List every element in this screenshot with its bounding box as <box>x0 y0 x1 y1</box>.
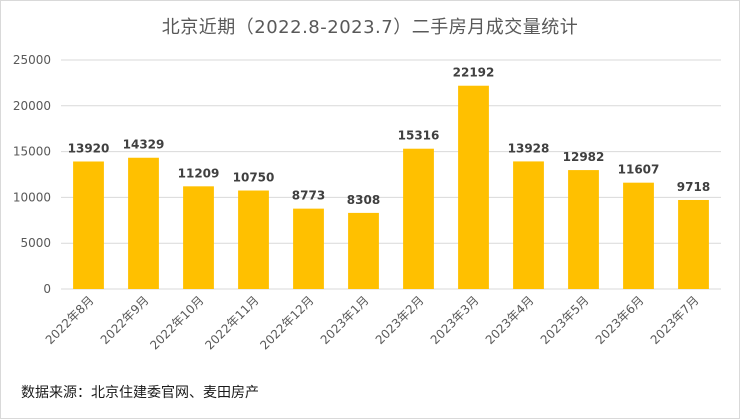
x-tick-label: 2023年3月 <box>428 293 482 347</box>
y-tick-label: 10000 <box>13 190 51 204</box>
y-tick-label: 25000 <box>13 53 51 67</box>
bar <box>348 212 379 289</box>
chart-title: 北京近期（2022.8-2023.7）二手房月成交量统计 <box>161 17 579 38</box>
x-tick-label: 2023年2月 <box>373 293 427 347</box>
bar <box>238 190 269 289</box>
bar <box>678 199 709 289</box>
bar <box>513 161 544 289</box>
x-tick-label: 2022年12月 <box>257 293 316 352</box>
bar <box>623 182 654 289</box>
x-tick-label: 2022年10月 <box>147 293 206 352</box>
data-label: 12982 <box>563 150 605 164</box>
data-label: 15316 <box>398 129 440 143</box>
data-label: 10750 <box>233 171 275 185</box>
y-tick-label: 0 <box>43 282 51 296</box>
data-label: 9718 <box>677 180 710 194</box>
bar <box>458 85 489 289</box>
y-tick-label: 20000 <box>13 99 51 113</box>
data-label: 13920 <box>68 141 110 155</box>
data-label: 11607 <box>618 163 660 177</box>
data-label: 22192 <box>453 66 495 80</box>
bar <box>128 157 159 289</box>
y-tick-label: 15000 <box>13 145 51 159</box>
bar <box>568 170 599 289</box>
bar <box>183 186 214 289</box>
x-tick-label: 2023年7月 <box>648 293 702 347</box>
bar <box>73 161 104 289</box>
x-tick-label: 2022年9月 <box>98 293 152 347</box>
data-label: 13928 <box>508 141 550 155</box>
x-tick-label: 2023年1月 <box>318 293 372 347</box>
bar <box>293 208 324 289</box>
data-label: 14329 <box>123 138 165 152</box>
y-tick-label: 5000 <box>20 236 51 250</box>
x-tick-label: 2022年8月 <box>43 293 97 347</box>
data-label: 8773 <box>292 189 325 203</box>
x-tick-label: 2023年5月 <box>538 293 592 347</box>
data-label: 8308 <box>347 193 380 207</box>
bar <box>403 148 434 289</box>
x-tick-label: 2023年4月 <box>483 293 537 347</box>
data-label: 11209 <box>178 166 220 180</box>
data-source-note: 数据来源：北京住建委官网、麦田房产 <box>21 385 259 401</box>
x-tick-label: 2022年11月 <box>202 293 261 352</box>
x-tick-label: 2023年6月 <box>593 293 647 347</box>
